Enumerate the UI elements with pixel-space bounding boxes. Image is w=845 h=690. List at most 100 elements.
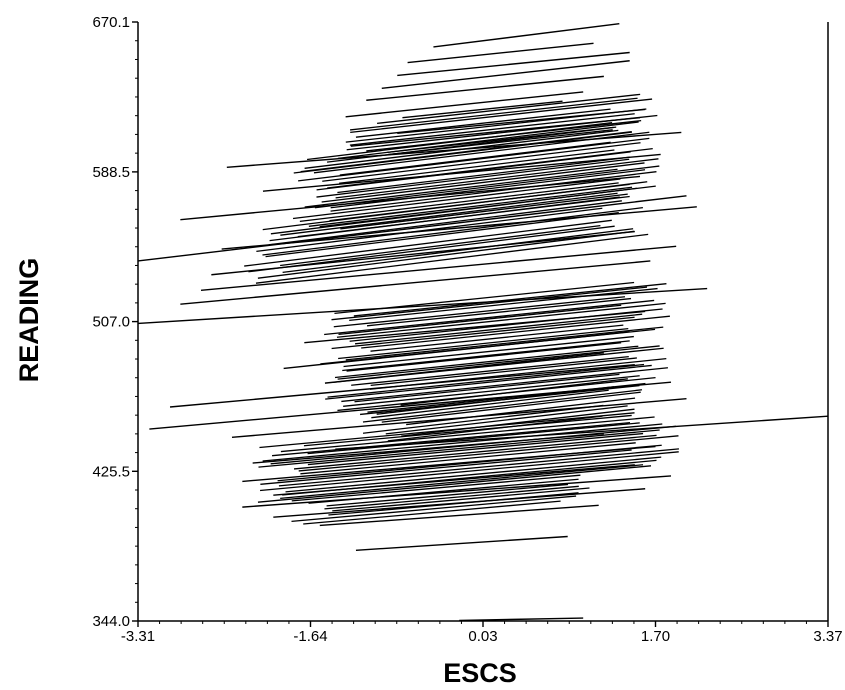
regression-line — [366, 297, 632, 327]
regression-line — [180, 260, 651, 305]
regression-line — [300, 130, 632, 173]
regression-line — [345, 91, 584, 118]
regression-line — [397, 108, 646, 135]
regression-line — [231, 398, 687, 439]
regression-line — [362, 404, 604, 434]
regression-line — [400, 378, 628, 406]
regression-line — [291, 495, 577, 523]
regression-line — [354, 373, 620, 403]
regression-line — [319, 504, 599, 527]
regression-line — [304, 310, 646, 344]
y-tick-label: 670.1 — [92, 14, 130, 31]
regression-line — [397, 51, 630, 77]
regression-line — [265, 212, 619, 258]
regression-line — [280, 464, 644, 499]
x-axis-title: ESCS — [443, 658, 517, 688]
regression-line — [270, 187, 637, 235]
regression-line — [268, 200, 622, 246]
regression-line — [307, 432, 644, 466]
regression-line — [366, 75, 604, 101]
regression-line — [280, 192, 618, 236]
regression-line — [211, 230, 635, 276]
regression-line — [304, 168, 618, 208]
y-tick-label: 344.0 — [92, 613, 130, 630]
regression-line — [376, 93, 641, 125]
regression-line — [350, 117, 641, 147]
regression-line — [259, 412, 635, 449]
regression-line — [370, 324, 624, 352]
regression-line — [285, 456, 662, 493]
regression-line — [180, 175, 641, 221]
regression-line — [298, 137, 650, 182]
regression-line — [244, 219, 612, 267]
regression-line — [330, 169, 646, 209]
regression-line — [307, 422, 640, 455]
regression-line — [262, 206, 643, 256]
regression-line — [331, 286, 648, 321]
regression-line — [351, 355, 629, 386]
y-tick-label: 507.0 — [92, 314, 130, 331]
regression-line — [433, 22, 620, 48]
regression-line — [333, 296, 626, 328]
regression-line — [271, 421, 631, 457]
regression-line — [308, 186, 633, 227]
regression-line — [258, 429, 660, 468]
axis-ticks: 344.0 425.5 507.0 588.5 670.1 -3.31 -1.64 0.03 1… — [92, 14, 842, 645]
regression-line — [260, 449, 632, 485]
regression-line — [242, 475, 672, 508]
regression-line — [337, 345, 660, 380]
regression-line — [303, 414, 632, 447]
regression-line — [406, 397, 636, 426]
y-tick-label: 425.5 — [92, 463, 130, 480]
regression-line — [332, 487, 590, 512]
regression-line — [350, 98, 653, 133]
regression-line — [326, 483, 569, 507]
regression-line — [221, 206, 697, 250]
regression-line — [338, 327, 629, 360]
regression-line — [335, 158, 659, 199]
regression-line — [169, 364, 635, 408]
regression-line — [292, 178, 621, 220]
regression-line — [354, 313, 643, 345]
regression-line — [273, 488, 646, 518]
regression-line — [385, 405, 628, 435]
regression-line — [334, 345, 639, 379]
regression-line — [336, 302, 666, 338]
regression-line — [283, 330, 630, 370]
y-axis-title: READING — [14, 258, 44, 383]
regression-line — [324, 485, 579, 510]
regression-line — [298, 435, 679, 472]
regression-lines — [137, 22, 829, 622]
regression-line — [345, 326, 664, 361]
x-tick-label: 0.03 — [468, 628, 497, 645]
regression-line — [337, 156, 631, 194]
regression-line — [262, 423, 663, 462]
regression-line — [349, 97, 638, 131]
regression-line — [355, 108, 611, 138]
regression-line — [402, 100, 563, 119]
regression-line — [262, 153, 661, 192]
x-tick-label: 1.70 — [641, 628, 670, 645]
regression-line — [342, 340, 630, 372]
regression-line — [459, 617, 584, 622]
regression-line — [252, 432, 604, 464]
regression-line — [341, 367, 668, 403]
regression-line — [316, 158, 630, 198]
regression-line — [331, 316, 635, 350]
regression-line — [291, 474, 581, 502]
regression-line — [306, 121, 613, 161]
regression-line — [273, 464, 635, 496]
regression-line — [300, 442, 636, 475]
regression-line — [280, 225, 601, 267]
regression-line — [349, 113, 635, 146]
regression-line — [137, 287, 708, 325]
regression-line — [226, 131, 682, 168]
regression-line — [257, 230, 635, 279]
regression-line — [299, 182, 619, 223]
regression-line — [339, 149, 615, 184]
regression-line — [381, 391, 641, 423]
regression-line — [381, 60, 630, 90]
regression-line — [407, 42, 594, 64]
regression-line — [337, 121, 639, 159]
